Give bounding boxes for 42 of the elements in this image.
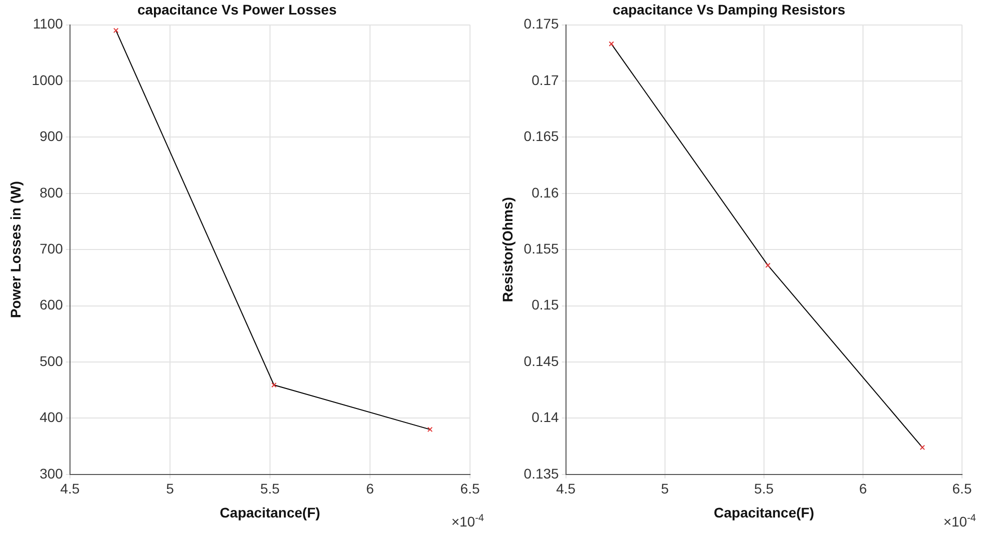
y-tick-label: 300 (40, 465, 64, 482)
text: ×10$^{-4}$ (451, 513, 484, 530)
y-tick-label: 0.17 (532, 72, 560, 88)
y-tick-label: 0.145 (524, 352, 560, 369)
y-tick-label: 0.16 (532, 184, 560, 200)
y-axis-title: Resistor(Ohms) (499, 197, 516, 302)
y-tick-label: 0.155 (524, 240, 560, 256)
chart-title: capacitance Vs Power Losses (137, 1, 337, 18)
point (271, 382, 277, 388)
y-tick-label: 0.175 (524, 16, 560, 32)
y-tick-label: 0.135 (524, 465, 560, 482)
y-tick-label: 1100 (32, 16, 64, 32)
x-tick-label: 4.5 (60, 480, 80, 497)
x-tick-label: 5.5 (754, 480, 774, 497)
y-axis-title: Power Losses in (W) (7, 181, 24, 318)
x-tick-label: 6.5 (460, 480, 480, 497)
x-tick-label: 4.5 (556, 480, 576, 497)
x-axis-title: Capacitance(F) (220, 504, 320, 520)
point (920, 444, 926, 450)
y-tick-label: 500 (40, 352, 64, 369)
point (765, 262, 770, 268)
x-axis-title: Capacitance(F) (714, 504, 814, 520)
y-tick-label: 0.15 (532, 296, 560, 313)
x-tick-label: 6 (366, 480, 374, 497)
y-tick-label: 0.165 (524, 128, 560, 144)
x-tick-label: 6.5 (952, 480, 972, 497)
x-tick-label: 6 (859, 480, 868, 497)
y-tick-label: 1000 (32, 72, 64, 88)
chart-title: capacitance Vs Damping Resistors (612, 1, 846, 18)
y-tick-label: 0.14 (532, 409, 560, 426)
text: ×10$^{-4}$ (943, 513, 976, 530)
point (113, 28, 119, 34)
y-tick-label: 900 (40, 128, 64, 144)
x-tick-label: 5.5 (260, 480, 280, 497)
point (427, 426, 433, 432)
y-tick-label: 700 (40, 240, 64, 256)
y-tick-label: 800 (40, 184, 64, 200)
x-tick-label: 5 (660, 480, 669, 497)
point (608, 41, 614, 47)
x-tick-label: 5 (166, 480, 174, 497)
y-tick-label: 600 (40, 296, 64, 313)
y-tick-label: 400 (40, 409, 64, 426)
